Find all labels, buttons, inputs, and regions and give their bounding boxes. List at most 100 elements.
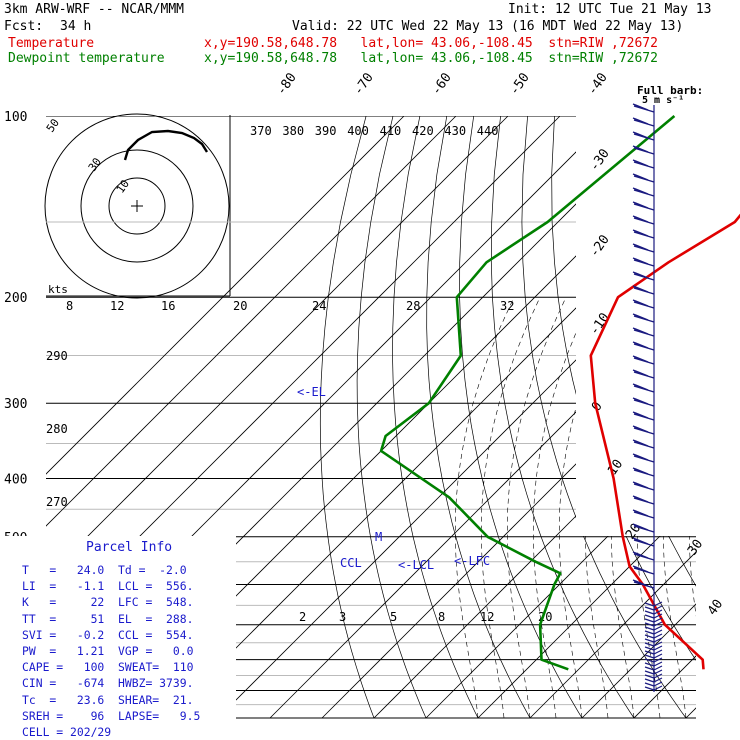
wind-barb: [632, 299, 655, 309]
dry-adiabat-line: [426, 116, 531, 719]
wind-barb: [632, 411, 655, 421]
isotherm-line: [269, 116, 696, 719]
parcel-info-row: Tc = 23.6 SHEAR= 21.: [22, 692, 194, 707]
wind-barb: [632, 131, 655, 141]
wind-barb: [644, 625, 663, 631]
isotherm-label: -70: [351, 70, 377, 98]
wind-barb: [632, 103, 655, 113]
mixing-ratio-label: 28: [406, 299, 420, 313]
theta-label: 440: [477, 124, 499, 138]
wind-barb: [632, 579, 655, 589]
wind-barb: [632, 117, 655, 127]
wind-barb: [632, 215, 655, 225]
isotherm-label: -60: [429, 70, 455, 98]
wind-barb: [632, 495, 655, 505]
wind-barb: [632, 425, 655, 435]
pressure-label: 400: [4, 472, 27, 487]
dry-adiabat-line: [356, 116, 427, 719]
parcel-info-row: LI = -1.1 LCL = 556.: [22, 579, 194, 594]
wind-barb: [632, 201, 655, 211]
wind-barb: [632, 565, 655, 575]
dry-adiabat-line: [459, 116, 583, 719]
mixing-ratio-label: 3: [339, 610, 346, 624]
barb-legend-units: 5 m s⁻¹: [642, 95, 684, 106]
wind-barb: [632, 509, 655, 519]
isotherm-line: [321, 116, 696, 719]
wind-barb: [644, 673, 663, 679]
dry-adiabat-line: [490, 116, 635, 719]
wind-barb: [644, 645, 663, 651]
dewpoint-legend: Dewpoint temperature: [8, 51, 165, 66]
mixing-ratio-label: 12: [480, 610, 494, 624]
wind-barb: [632, 537, 655, 547]
wind-barb: [644, 637, 663, 643]
theta-label: 400: [347, 124, 369, 138]
dewpoint-location: x,y=190.58,648.78 lat,lon= 43.06,-108.45…: [204, 51, 658, 66]
wind-barb: [632, 145, 655, 155]
parcel-info-row: CELL = 202/29: [22, 725, 112, 740]
temperature-profile: [589, 213, 740, 670]
wind-barb: [644, 649, 663, 655]
lfc-marker: <-LFC: [454, 554, 490, 568]
moist-adiabat-line: [481, 297, 541, 719]
wind-barb: [644, 685, 663, 691]
dry-adiabat-line: [521, 116, 687, 719]
dewpoint-profile: [379, 115, 676, 671]
dry-adiabat-line: [688, 116, 696, 719]
moist-adiabat-line: [455, 297, 515, 719]
dry-adiabat-line: [634, 116, 696, 719]
wind-barb: [644, 653, 663, 659]
forecast-hour: 34 h: [60, 19, 92, 34]
mixing-ratio-label: 2: [299, 610, 306, 624]
wind-barb: [644, 617, 663, 623]
wind-barb: [644, 661, 663, 667]
hodograph: 10 30 50 kts: [44, 113, 231, 299]
dry-adiabat-line: [392, 116, 479, 719]
moist-adiabat-line: [559, 297, 619, 719]
wind-barb: [632, 187, 655, 197]
theta-label: 370: [250, 124, 272, 138]
wind-barb: [632, 467, 655, 477]
dry-adiabat-line: [580, 116, 696, 719]
wind-barb: [644, 601, 663, 607]
theta-label: 290: [46, 349, 68, 363]
theta-label: 380: [282, 124, 304, 138]
mixing-ratio-label: 16: [161, 299, 175, 313]
isotherm-label: 40: [705, 597, 726, 618]
theta-label: 420: [412, 124, 434, 138]
parcel-info-row: CAPE = 100 SWEAT= 110: [22, 660, 194, 675]
theta-label: 410: [380, 124, 402, 138]
wind-barb: [632, 341, 655, 351]
pressure-label: 100: [4, 110, 27, 125]
ccl-marker: CCL: [340, 556, 362, 570]
mixing-ratio-label: 24: [312, 299, 326, 313]
wind-barb: [632, 481, 655, 491]
dry-adiabat-line: [661, 116, 696, 719]
isotherm-line: [217, 116, 696, 719]
mixing-ratio-label: 5: [390, 610, 397, 624]
hodograph-ring-label: 30: [86, 155, 104, 173]
parcel-info-row: PW = 1.21 VGP = 0.0: [22, 644, 194, 659]
moist-adiabat-line: [585, 297, 645, 719]
wind-barb: [644, 681, 663, 687]
parcel-info-row: SREH = 96 LAPSE= 9.5: [22, 708, 201, 723]
isotherm-line: [477, 116, 696, 719]
mixing-ratio-label: 12: [110, 299, 124, 313]
dry-adiabat-line: [319, 116, 375, 719]
parcel-info-row: TT = 51 EL = 288.: [22, 611, 194, 626]
wind-barb: [632, 229, 655, 239]
wind-barb: [632, 313, 655, 323]
barb-legend-title: Full barb:: [637, 84, 703, 97]
theta-label: 390: [315, 124, 337, 138]
temperature-location: x,y=190.58,648.78 lat,lon= 43.06,-108.45…: [204, 36, 658, 51]
parcel-info-row: T = 24.0 Td = -2.0: [22, 563, 187, 577]
hodograph-ring-label: 50: [44, 116, 62, 134]
wind-barb: [632, 369, 655, 379]
mixing-ratio-label: 32: [500, 299, 514, 313]
wind-barb: [632, 257, 655, 267]
el-marker: <-EL: [297, 385, 326, 399]
isotherm-line: [685, 116, 696, 719]
pressure-label: 200: [4, 291, 27, 306]
isotherm-line: [425, 116, 696, 719]
mixing-ratio-label: 8: [66, 299, 73, 313]
